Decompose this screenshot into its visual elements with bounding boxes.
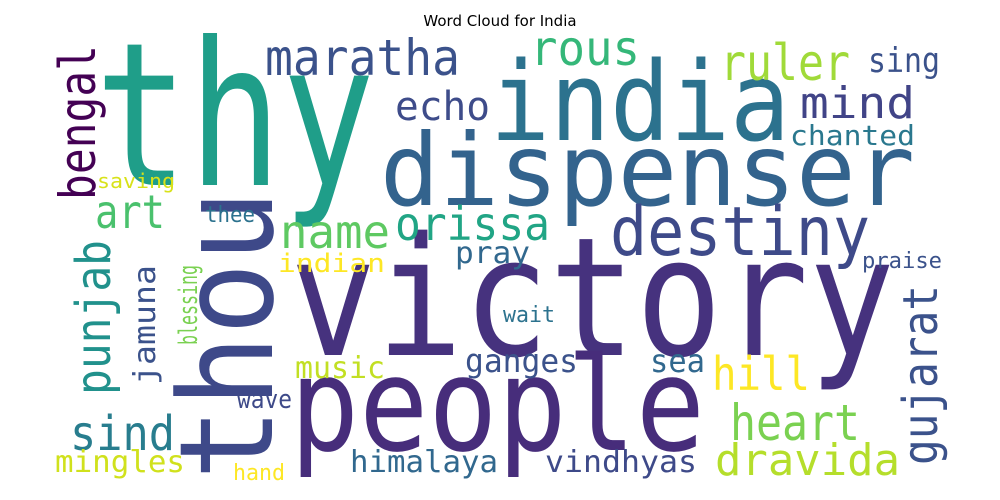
word: thee (205, 203, 255, 228)
word: dispenser (380, 112, 915, 229)
word: heart (730, 394, 860, 452)
word: chanted (790, 119, 915, 152)
word: praise (862, 249, 942, 274)
word: ganges (465, 342, 578, 380)
word: vindhyas (545, 445, 697, 480)
word: thou (151, 190, 303, 480)
word: blessing (174, 265, 204, 345)
word: thy (95, 0, 375, 233)
word: jamuna (128, 265, 163, 385)
word: hand (233, 461, 285, 486)
word: wait (503, 303, 555, 328)
word: echo (395, 84, 490, 130)
word: sea (650, 342, 705, 380)
word: gujarat (893, 285, 949, 465)
word: punjab (66, 240, 122, 395)
chart-title: Word Cloud for India (423, 12, 576, 30)
word: victory (290, 202, 895, 394)
word: name (280, 205, 390, 259)
word: destiny (610, 193, 870, 272)
word: music (295, 351, 385, 386)
word: saving (97, 169, 175, 193)
word: sing (868, 41, 940, 81)
word: pray (455, 236, 530, 271)
word: people (290, 329, 705, 481)
word: himalaya (350, 445, 498, 480)
word: hill (712, 347, 810, 401)
word: mind (800, 78, 915, 129)
word: india (490, 38, 790, 166)
word: sind (70, 406, 175, 462)
word: ruler (720, 34, 850, 92)
word: rous (530, 21, 640, 77)
word: orissa (395, 197, 550, 251)
word: indian (278, 249, 385, 279)
word: dravida (715, 435, 900, 486)
word: mingles (55, 445, 185, 480)
word: wave (237, 385, 292, 415)
word: bengal (49, 45, 107, 200)
word: art (95, 185, 165, 239)
word: maratha (265, 29, 460, 87)
